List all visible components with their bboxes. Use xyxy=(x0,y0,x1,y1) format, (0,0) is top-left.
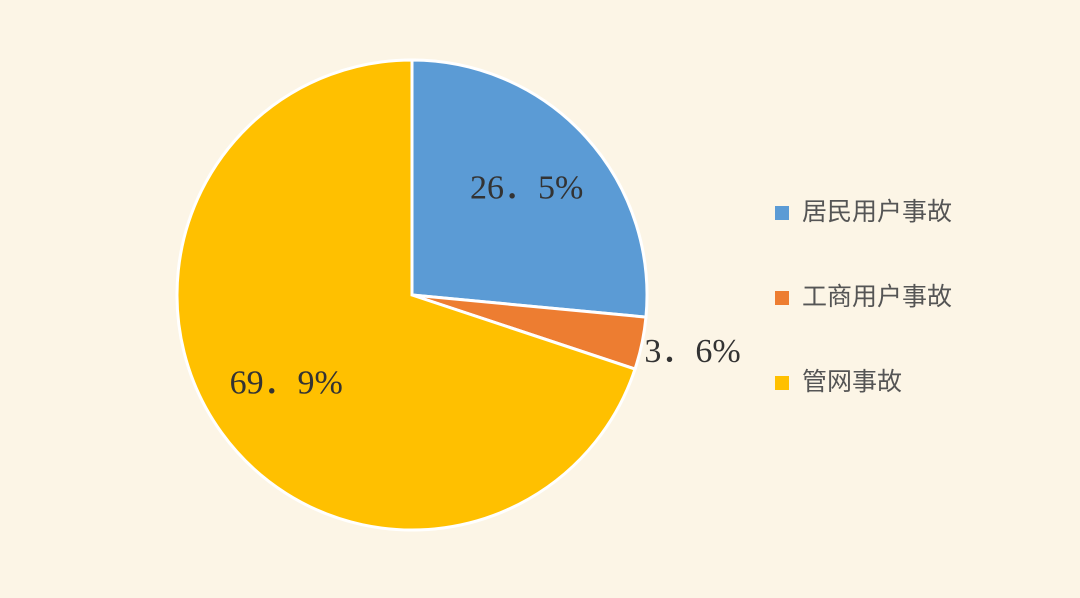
legend-label: 居民用户事故 xyxy=(802,197,952,226)
pie-slice xyxy=(410,58,649,319)
legend-swatch xyxy=(775,206,789,220)
data-label: 69．9% xyxy=(230,365,343,402)
data-label: 26．5% xyxy=(470,169,583,206)
legend-label: 管网事故 xyxy=(802,367,902,396)
legend-swatch xyxy=(775,291,789,305)
pie-slice xyxy=(175,58,637,532)
legend-swatch xyxy=(775,376,789,390)
data-label: 3．6% xyxy=(644,333,740,370)
legend-label: 工商用户事故 xyxy=(802,282,952,311)
